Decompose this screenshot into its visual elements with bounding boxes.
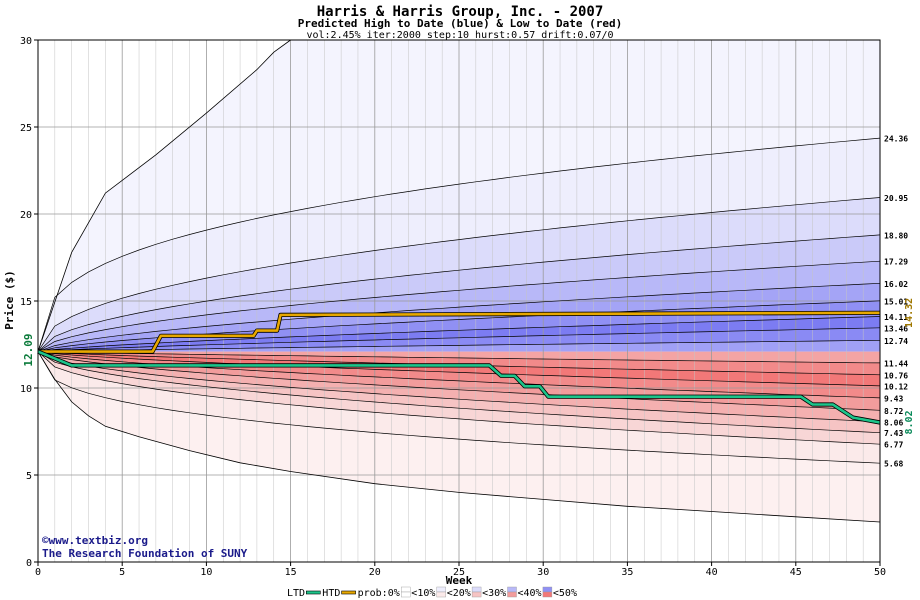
lower-band-fill xyxy=(38,351,880,433)
legend-swatch-blue xyxy=(507,586,517,593)
y-tick-label: 0 xyxy=(26,558,32,569)
y-tick-label: 25 xyxy=(20,123,32,134)
band-end-label: 10.12 xyxy=(884,382,908,391)
x-tick-label: 40 xyxy=(706,567,718,578)
band-boundary-line xyxy=(37,351,881,411)
x-tick-label: 35 xyxy=(621,567,633,578)
outer-upper-line xyxy=(37,39,291,352)
legend-label-prob-item: <50% xyxy=(553,588,577,599)
y-axis-label: Price ($) xyxy=(3,270,16,330)
band-boundary-line xyxy=(37,282,881,352)
series-end-label-ltd: 8.02 xyxy=(904,410,915,434)
band-boundary-line xyxy=(37,260,881,352)
band-boundary-line xyxy=(37,351,881,434)
y-tick-label: 5 xyxy=(26,471,32,482)
legend-swatch-red xyxy=(471,591,482,598)
legend-label-ltd: LTD xyxy=(287,588,305,599)
series-line-htd xyxy=(38,311,881,353)
credit-website: ©www.textbiz.org xyxy=(42,534,148,547)
legend: LTD HTD prob:0% <10% <20% <30% <40% <50% xyxy=(287,586,577,599)
band-end-label: 8.06 xyxy=(884,418,903,427)
legend-swatch-blue xyxy=(471,586,482,593)
band-end-label: 16.02 xyxy=(884,280,908,289)
legend-label-prob-item: <30% xyxy=(482,588,506,599)
band-boundary-line xyxy=(37,339,881,352)
upper-band-fill xyxy=(38,138,880,352)
x-tick-label: 15 xyxy=(285,567,297,578)
band-boundary-line xyxy=(37,234,881,352)
band-boundary-line xyxy=(37,351,881,364)
band-end-label: 24.36 xyxy=(884,135,908,144)
series-end-label-htd: 14.32 xyxy=(904,298,915,328)
chart-params: vol:2.45% iter:2000 step:10 hurst:0.57 d… xyxy=(306,30,613,41)
x-tick-label: 50 xyxy=(874,567,886,578)
legend-label-prob-item: <40% xyxy=(518,588,542,599)
credit-foundation: The Research Foundation of SUNY xyxy=(42,547,248,560)
y-tick-label: 30 xyxy=(20,36,32,47)
legend-label-prob-item: <20% xyxy=(447,588,471,599)
series-lines xyxy=(37,310,881,425)
axes: 0 5 10 15 20 25 30 35 40 45 50 0 5 10 15 20 25 30 xyxy=(20,36,886,578)
upper-band-fill xyxy=(38,234,880,352)
x-tick-label: 5 xyxy=(119,567,125,578)
x-tick-label: 25 xyxy=(453,567,465,578)
band-end-label: 17.29 xyxy=(884,258,908,267)
band-end-label: 8.72 xyxy=(884,407,903,416)
band-end-label: 14.11 xyxy=(884,313,908,322)
legend-swatch-red xyxy=(507,591,517,598)
band-end-label: 7.43 xyxy=(884,429,903,438)
legend-swatch-blue xyxy=(401,586,411,593)
band-boundary-line xyxy=(37,197,881,352)
band-end-label: 9.43 xyxy=(884,394,903,403)
band-end-labels: 24.36 20.95 18.80 17.29 16.02 15.01 14.11 13.46… xyxy=(884,135,915,469)
outer-upper-region xyxy=(38,40,880,352)
band-end-label: 11.44 xyxy=(884,359,908,368)
legend-swatch-blue xyxy=(542,586,553,593)
chart-title: Harris & Harris Group, Inc. - 2007 xyxy=(317,4,604,20)
x-tick-label: 45 xyxy=(790,567,802,578)
band-end-label: 13.46 xyxy=(884,324,908,333)
lower-band-fill xyxy=(38,351,880,464)
band-boundary-line xyxy=(37,316,881,352)
band-boundary-line xyxy=(37,137,881,352)
y-tick-label: 10 xyxy=(20,384,32,395)
x-tick-label: 10 xyxy=(200,567,212,578)
legend-swatch-blue xyxy=(436,586,446,593)
legend-label-prob: prob:0% xyxy=(358,588,400,599)
legend-label-prob-item: <10% xyxy=(411,588,435,599)
band-end-label: 20.95 xyxy=(884,194,908,203)
outer-lower-region xyxy=(38,351,880,522)
series-line-ltd xyxy=(37,350,881,424)
band-boundary-line xyxy=(37,351,881,423)
x-tick-label: 0 xyxy=(35,567,41,578)
outer-lower-line xyxy=(37,351,881,523)
legend-label-htd: HTD xyxy=(322,588,340,599)
legend-swatch-htd xyxy=(341,590,356,595)
lower-band-fill xyxy=(38,351,880,422)
y-tick-label: 15 xyxy=(20,297,32,308)
upper-band-fill xyxy=(38,197,880,352)
x-axis-label: Week xyxy=(446,574,473,587)
band-boundary-line xyxy=(37,351,881,445)
band-boundary-line xyxy=(37,351,881,387)
legend-swatch-red xyxy=(401,591,411,598)
legend-swatch-red xyxy=(436,591,446,598)
band-end-label: 5.68 xyxy=(884,460,903,469)
band-boundary-line xyxy=(37,351,881,464)
chart-subtitle: Predicted High to Date (blue) & Low to D… xyxy=(298,17,623,30)
band-end-label: 18.80 xyxy=(884,231,908,240)
x-tick-label: 20 xyxy=(369,567,381,578)
x-tick-label: 30 xyxy=(537,567,549,578)
band-boundary-line xyxy=(37,327,881,352)
legend-swatch-ltd xyxy=(305,590,321,595)
band-end-label: 15.01 xyxy=(884,297,908,306)
start-price-label: 12.09 xyxy=(22,333,35,366)
band-end-label: 6.77 xyxy=(884,441,903,450)
legend-swatch-red xyxy=(542,591,553,598)
y-tick-label: 20 xyxy=(20,210,32,221)
band-end-label: 10.76 xyxy=(884,371,908,380)
band-end-label: 12.74 xyxy=(884,337,908,346)
